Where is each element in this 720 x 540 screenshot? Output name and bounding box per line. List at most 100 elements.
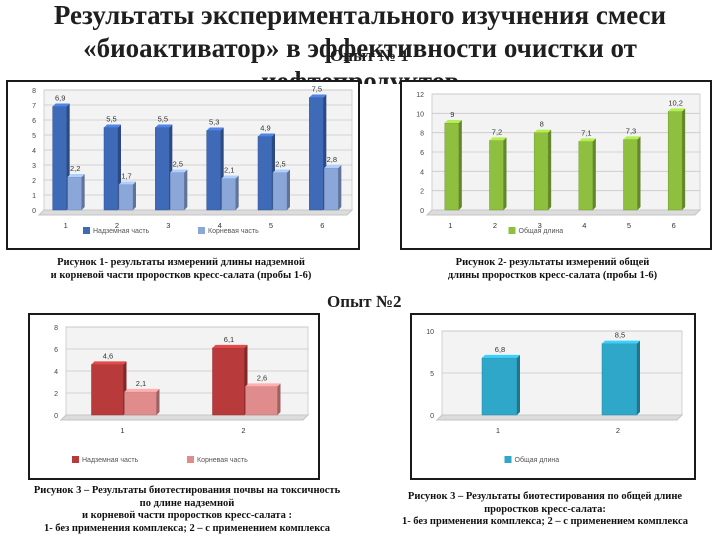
legend-swatch — [508, 227, 516, 234]
bar-top — [482, 354, 520, 358]
data-label: 8,5 — [615, 331, 625, 340]
y-tick-label: 2 — [32, 178, 36, 185]
bar-top — [170, 169, 188, 173]
bar-top — [91, 361, 127, 365]
bar-side — [682, 108, 686, 210]
data-label: 5,5 — [106, 115, 116, 124]
y-tick-label: 8 — [420, 131, 424, 138]
bar — [170, 172, 185, 211]
bar — [206, 130, 221, 211]
y-tick-label: 2 — [420, 189, 424, 196]
bar-top — [206, 127, 224, 131]
data-label: 9 — [450, 110, 454, 119]
bar — [489, 140, 504, 211]
y-tick-label: 2 — [54, 391, 58, 398]
y-tick-label: 0 — [430, 413, 434, 420]
chart-2: 0 2 4 6 8 10 12 9 1 7,2 2 8 3 7,1 4 7,3 5 10,2 6 Общая длин… — [416, 92, 702, 235]
legend-label: Корневая часть — [208, 228, 259, 235]
data-label: 2,5 — [275, 160, 285, 169]
bar-side — [277, 383, 281, 415]
x-tick-label: 6 — [672, 221, 676, 230]
x-tick-label: 2 — [616, 426, 620, 435]
data-label: 2,2 — [70, 164, 80, 173]
y-tick-label: 8 — [32, 88, 36, 95]
y-tick-label: 8 — [54, 325, 58, 332]
caption-line: 1- без применения комплекса; 2 – с приме… — [401, 516, 689, 527]
bar — [601, 343, 638, 416]
chart-3: 0 2 4 6 8 4,6 2,1 1 6,1 2,6 2 Надземная часть Корнев… — [54, 325, 310, 464]
chart-4: 0 5 10 6,8 1 8,5 2 Общая длина — [426, 329, 684, 464]
figure-2-caption: Рисунок 2- результаты измерений общей дл… — [390, 257, 715, 282]
data-label: 10,2 — [668, 98, 683, 107]
figure-3b-caption: Рисунок 3 – Результаты биотестирования п… — [372, 491, 718, 529]
plot-floor — [37, 209, 354, 216]
bar — [272, 172, 288, 211]
caption-line: Рисунок 1- результаты измерений длины на… — [57, 257, 305, 268]
bar-side — [184, 169, 188, 210]
legend-swatch — [83, 227, 90, 234]
caption-line: длины проростков кресс-салата (пробы 1-6… — [447, 269, 658, 281]
bar-side — [287, 169, 290, 210]
x-tick-label: 1 — [448, 221, 452, 230]
data-label: 5,5 — [158, 115, 168, 124]
bar — [103, 127, 119, 211]
bar-top — [309, 94, 327, 98]
bar-side — [592, 138, 596, 210]
data-label: 6,9 — [55, 94, 65, 103]
data-label: 2,5 — [173, 160, 183, 169]
bar-top — [212, 344, 248, 348]
x-tick-label: 4 — [218, 221, 222, 230]
bar — [221, 178, 236, 211]
chart-1: 0 1 2 3 4 5 6 7 8 6,9 2,2 1 5,5 1,7 2 5,5 2,5 3 5,3 2,1 4 4,9… — [32, 85, 354, 235]
y-tick-label: 1 — [32, 193, 36, 200]
bar-top — [273, 169, 290, 173]
experiment-1-label: Опыт № 1 — [330, 46, 409, 65]
legend-label: Общая длина — [519, 227, 564, 235]
bar — [257, 136, 273, 211]
bar — [667, 111, 683, 211]
y-tick-label: 7 — [32, 103, 36, 110]
bar-side — [517, 354, 520, 415]
bar — [324, 167, 339, 211]
bar-top — [124, 388, 160, 392]
legend-swatch — [72, 456, 79, 463]
bar-side — [338, 165, 342, 210]
legend-label: Надземная часть — [82, 457, 139, 464]
bar-top — [534, 129, 552, 133]
bar-side — [235, 175, 239, 210]
y-tick-label: 0 — [54, 413, 58, 420]
y-tick-label: 0 — [32, 208, 36, 215]
caption-line: проростков кресс-салата: — [484, 503, 606, 515]
bar — [52, 106, 67, 211]
bar-top — [221, 175, 239, 179]
x-tick-label: 2 — [241, 426, 245, 435]
data-label: 4,6 — [103, 351, 113, 360]
y-tick-label: 12 — [416, 92, 424, 99]
data-label: 7,3 — [626, 126, 636, 135]
x-tick-label: 3 — [538, 221, 542, 230]
y-tick-label: 3 — [32, 163, 36, 170]
x-tick-label: 5 — [269, 221, 273, 230]
x-tick-label: 1 — [64, 221, 68, 230]
bar-top — [602, 340, 640, 344]
plot-floor — [435, 414, 684, 421]
bar-side — [637, 340, 640, 415]
caption-line: и корневой части проростков кресс-салата… — [82, 510, 292, 521]
bar — [155, 127, 170, 211]
bar-top — [258, 133, 275, 137]
legend-swatch — [504, 456, 512, 463]
y-tick-label: 4 — [420, 169, 424, 176]
bar — [245, 386, 278, 416]
bar-top — [104, 124, 121, 128]
y-tick-label: 6 — [32, 118, 36, 125]
bar-top — [668, 108, 686, 112]
chart-panel-1: 0 1 2 3 4 5 6 7 8 6,9 2,2 1 5,5 1,7 2 5,5 2,5 3 5,3 2,1 4 4,9… — [6, 80, 360, 250]
bar-top — [67, 174, 85, 177]
page-title-line-1: Результаты экспериментального изучнения … — [53, 0, 667, 30]
page-title-line-2: «биоактиватор» в эффективности очистки о… — [83, 33, 637, 63]
bar-side — [458, 120, 462, 210]
chart-panel-3: 0 2 4 6 8 4,6 2,1 1 6,1 2,6 2 Надземная часть Корнев… — [28, 313, 320, 480]
data-label: 2,1 — [224, 166, 234, 175]
bar-side — [156, 388, 160, 415]
bar-top — [155, 124, 173, 128]
